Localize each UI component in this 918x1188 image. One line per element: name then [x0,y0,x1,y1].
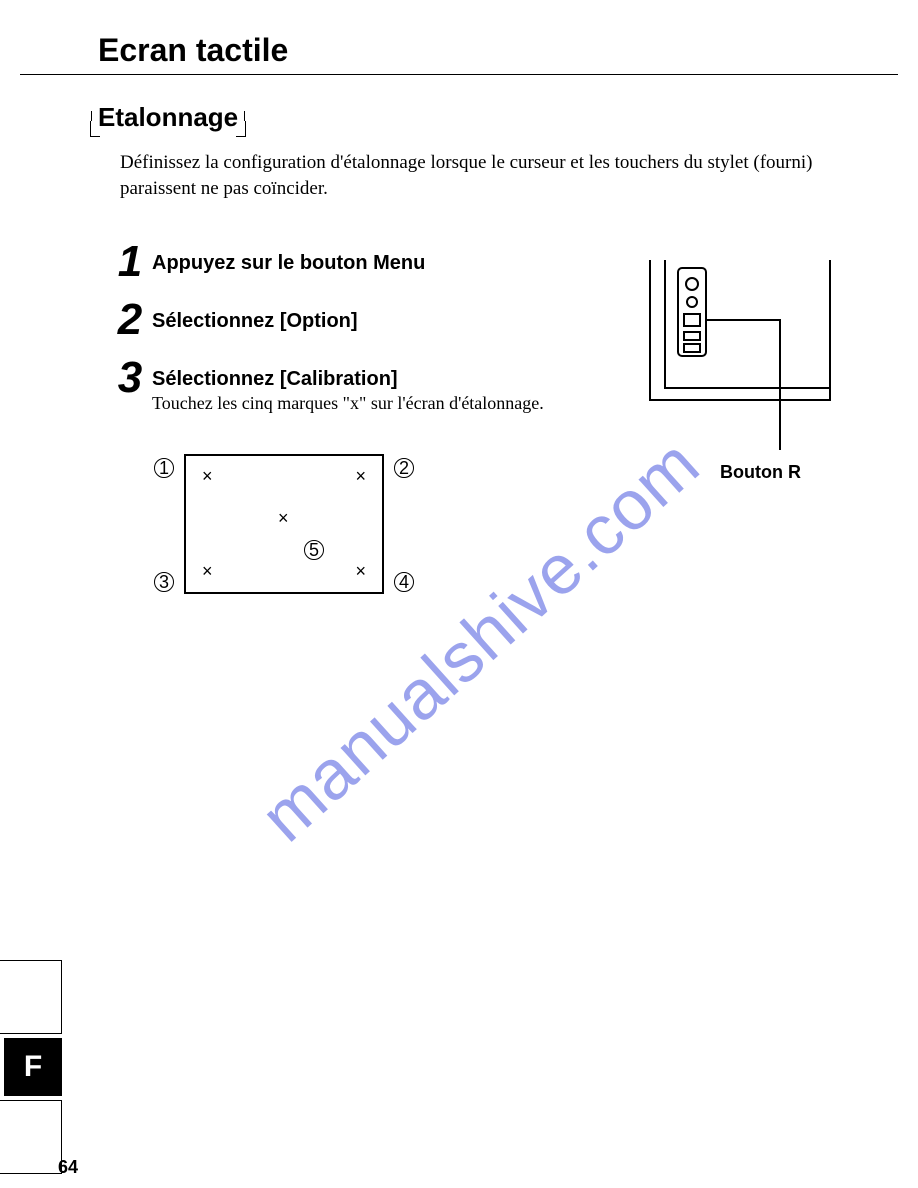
side-tab-outline-bottom [0,1100,62,1174]
calibration-box: × × × × × 5 [184,454,384,594]
step-body: Sélectionnez [Option] [152,298,358,333]
steps-list: 1 Appuyez sur le bouton Menu 2 Sélection… [108,240,628,428]
title-rule [20,74,898,75]
step-body: Sélectionnez [Calibration] Touchez les c… [152,356,544,414]
side-tabs: F [0,960,68,1178]
x-mark-5: × [278,508,289,529]
step-title: Appuyez sur le bouton Menu [152,252,425,275]
device-label: Bouton R [720,462,801,483]
step-title: Sélectionnez [Calibration] [152,368,544,391]
subheading-wrap: Etalonnage [98,102,238,133]
x-mark-4: × [355,561,366,582]
page-title: Ecran tactile [98,32,288,69]
calibration-diagram: 1 2 3 4 × × × × × 5 [154,454,414,604]
step-3: 3 Sélectionnez [Calibration] Touchez les… [108,356,628,414]
step-number: 2 [108,298,152,342]
side-tab-outline-top [0,960,62,1034]
step-number: 1 [108,240,152,284]
corner-label-1: 1 [154,458,174,478]
side-tab-active: F [4,1038,62,1096]
step-2: 2 Sélectionnez [Option] [108,298,628,342]
subheading: Etalonnage [98,102,238,133]
x-mark-3: × [202,561,213,582]
step-number: 3 [108,356,152,400]
corner-label-2: 2 [394,458,414,478]
step-title: Sélectionnez [Option] [152,310,358,333]
corner-label-5: 5 [304,540,324,560]
step-subtitle: Touchez les cinq marques "x" sur l'écran… [152,393,544,414]
step-1: 1 Appuyez sur le bouton Menu [108,240,628,284]
bracket-right-decor [236,121,246,137]
device-illustration [630,250,850,450]
page-number: 64 [58,1157,78,1178]
corner-label-4: 4 [394,572,414,592]
intro-paragraph: Définissez la configuration d'étalonnage… [120,150,880,201]
corner-label-3: 3 [154,572,174,592]
step-body: Appuyez sur le bouton Menu [152,240,425,275]
x-mark-1: × [202,466,213,487]
x-mark-2: × [355,466,366,487]
